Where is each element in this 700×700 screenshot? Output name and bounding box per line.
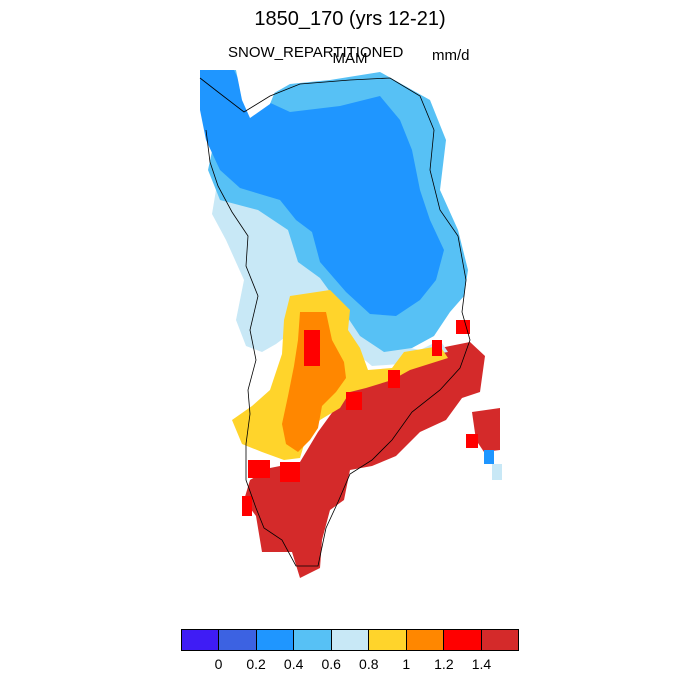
colorbar-tick-label: 1.4 — [471, 656, 492, 672]
colorbar-tick-labels: 0 0.2 0.4 0.6 0.8 1 1.2 1.4 — [0, 656, 700, 676]
colorbar-swatch — [256, 630, 295, 650]
colorbar-tick-label: 1.2 — [434, 656, 454, 672]
colorbar-swatch — [369, 630, 407, 650]
region-1.2-1.4 — [432, 340, 442, 356]
colorbar-swatch — [406, 630, 445, 650]
region-0.2-0.4 — [484, 450, 494, 464]
region-0.6-0.8 — [492, 464, 502, 480]
region-1-1.2 — [282, 312, 346, 452]
region-1.2-1.4 — [456, 320, 470, 334]
colorbar-swatch — [481, 630, 518, 650]
region-gt-1.4 — [244, 342, 485, 578]
colorbar — [181, 629, 519, 651]
colorbar-swatch — [219, 630, 257, 650]
region-1.2-1.4 — [388, 370, 400, 388]
colorbar-tick-label: 0.2 — [246, 656, 266, 672]
colorbar-swatch — [331, 630, 370, 650]
region-1.2-1.4 — [466, 434, 478, 448]
variable-name: SNOW_REPARTITIONED — [228, 44, 404, 61]
region-1.2-1.4 — [346, 392, 362, 410]
season-label: MAM — [332, 50, 368, 67]
colorbar-tick-label: 0 — [214, 656, 223, 672]
region-1.2-1.4 — [248, 460, 270, 478]
region-1.2-1.4 — [242, 496, 252, 516]
map-title: 1850_170 (yrs 12-21) — [254, 8, 446, 30]
colorbar-swatch — [182, 630, 220, 650]
region-0.2-0.4 — [200, 70, 444, 316]
region-1.2-1.4 — [304, 330, 320, 366]
map-notch — [236, 70, 278, 118]
region-1.2-1.4 — [280, 462, 300, 482]
colorbar-tick-label: 0.6 — [321, 656, 341, 672]
colorbar-swatch — [444, 630, 482, 650]
units-label: mm/d — [432, 47, 470, 64]
colorbar-tick-label: 0.4 — [283, 656, 304, 672]
colorbar-tick-label: 0.8 — [359, 656, 379, 672]
colorbar-tick-label: 1 — [402, 656, 411, 672]
region-gt-1.4 — [472, 408, 500, 452]
coastline — [199, 77, 471, 567]
colorbar-swatch — [294, 630, 332, 650]
